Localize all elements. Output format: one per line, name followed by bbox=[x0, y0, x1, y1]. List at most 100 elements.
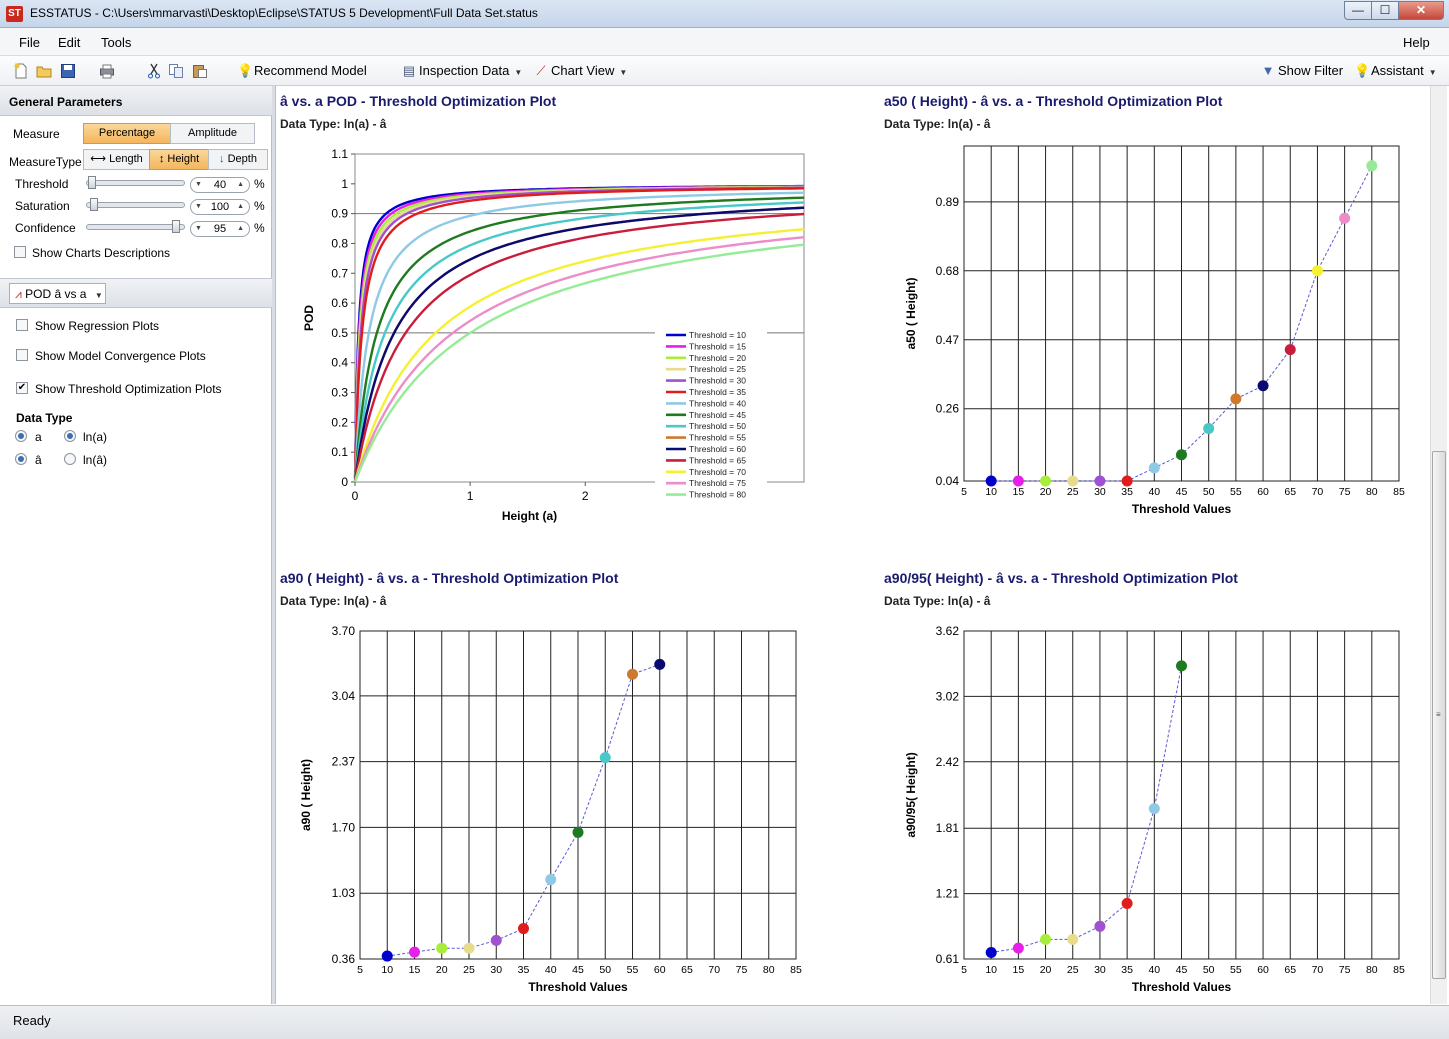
measure-option-percentage[interactable]: Percentage bbox=[83, 123, 171, 144]
chart-title: a90 ( Height) - â vs. a - Threshold Opti… bbox=[280, 570, 619, 586]
x-tick-label: 70 bbox=[1312, 964, 1324, 976]
panel-splitter[interactable] bbox=[272, 86, 276, 1004]
x-tick-label: 80 bbox=[1366, 486, 1378, 498]
recommend-model-button[interactable]: 💡Recommend Model bbox=[237, 63, 367, 79]
radio-ln-ahat-label: ln(â) bbox=[83, 453, 108, 467]
measure-type-option-label: Height bbox=[167, 153, 200, 165]
vertical-scrollbar[interactable]: ≡ bbox=[1430, 86, 1447, 1004]
y-tick-label: 0.1 bbox=[331, 445, 348, 459]
lightbulb-icon: 💡 bbox=[237, 63, 254, 78]
y-tick-label: 1.70 bbox=[332, 820, 356, 834]
lightbulb-icon: 💡 bbox=[1354, 63, 1371, 78]
confidence-value: 95 bbox=[213, 223, 227, 235]
chart-view-button[interactable]: ⟋ Chart View ▼ bbox=[534, 63, 627, 79]
copy-icon[interactable] bbox=[168, 63, 184, 79]
minimize-button[interactable]: — bbox=[1344, 1, 1372, 20]
legend-label: Threshold = 35 bbox=[689, 387, 746, 397]
data-point bbox=[1311, 265, 1323, 277]
show-descriptions-checkbox[interactable] bbox=[14, 246, 26, 258]
radio-y-ln-a[interactable] bbox=[64, 430, 76, 442]
save-icon[interactable] bbox=[60, 63, 76, 79]
pod-chart-dropdown[interactable]: ⩘ POD â vs a ▼ bbox=[9, 283, 106, 304]
y-tick-label: 1 bbox=[341, 177, 348, 191]
slider-thumb[interactable] bbox=[172, 220, 181, 233]
panel-header: General Parameters bbox=[0, 86, 272, 116]
slider-thumb[interactable] bbox=[90, 198, 99, 211]
measure-type-option-label: Depth bbox=[227, 153, 257, 165]
spin-up-icon[interactable]: ▲ bbox=[237, 203, 244, 210]
new-file-icon[interactable] bbox=[13, 63, 29, 79]
chart-title: a50 ( Height) - â vs. a - Threshold Opti… bbox=[884, 93, 1223, 109]
saturation-value: 100 bbox=[210, 201, 230, 213]
data-point bbox=[1040, 933, 1052, 945]
cut-icon[interactable] bbox=[146, 63, 162, 79]
pod-dropdown-value: POD â vs a bbox=[25, 287, 87, 301]
y-tick-label: 0.89 bbox=[936, 195, 960, 209]
recommend-model-label: Recommend Model bbox=[254, 63, 367, 78]
threshold-slider[interactable] bbox=[86, 176, 185, 189]
confidence-spinner[interactable]: ▼ 95 ▲ bbox=[190, 221, 250, 237]
close-button[interactable]: ✕ bbox=[1398, 1, 1444, 20]
pod-curve bbox=[353, 196, 805, 482]
saturation-label: Saturation bbox=[15, 199, 70, 213]
maximize-button[interactable]: ☐ bbox=[1371, 1, 1399, 20]
measure-type-height[interactable]: ↕ Height bbox=[149, 149, 209, 170]
measure-option-amplitude[interactable]: Amplitude bbox=[170, 123, 255, 144]
x-tick-label: 85 bbox=[790, 964, 802, 976]
radio-x-ahat[interactable] bbox=[15, 453, 27, 465]
spin-up-icon[interactable]: ▲ bbox=[237, 225, 244, 232]
legend-label: Threshold = 60 bbox=[689, 444, 746, 454]
x-tick-label: 5 bbox=[357, 964, 363, 976]
spin-down-icon[interactable]: ▼ bbox=[195, 225, 202, 232]
data-point bbox=[1203, 422, 1215, 434]
y-tick-label: 3.62 bbox=[936, 624, 960, 638]
legend-label: Threshold = 50 bbox=[689, 421, 746, 431]
spin-down-icon[interactable]: ▼ bbox=[195, 181, 202, 188]
assistant-button[interactable]: 💡Assistant ▼ bbox=[1354, 63, 1437, 79]
radio-y-ln-ahat[interactable] bbox=[64, 453, 76, 465]
x-tick-label: 25 bbox=[1067, 964, 1079, 976]
x-tick-label: 80 bbox=[763, 964, 775, 976]
menu-bar: File Edit Tools Help bbox=[0, 28, 1449, 56]
pod-curve bbox=[353, 187, 805, 480]
menu-file[interactable]: File bbox=[19, 35, 40, 50]
chevron-down-icon: ▼ bbox=[1428, 68, 1437, 77]
assistant-label: Assistant bbox=[1371, 63, 1424, 78]
inspection-data-button[interactable]: ▤ Inspection Data ▼ bbox=[402, 63, 522, 79]
print-icon[interactable] bbox=[99, 63, 115, 79]
y-axis-label: a90 ( Height) bbox=[299, 759, 313, 831]
vertical-arrows-icon: ↕ bbox=[158, 153, 165, 165]
app-icon: ST bbox=[6, 6, 23, 22]
saturation-slider[interactable] bbox=[86, 198, 185, 211]
scrollbar-thumb[interactable]: ≡ bbox=[1432, 451, 1446, 979]
y-tick-label: 2.37 bbox=[332, 755, 356, 769]
chart-title: â vs. a POD - Threshold Optimization Plo… bbox=[280, 93, 557, 109]
measure-type-length[interactable]: ⟷ Length bbox=[83, 149, 150, 170]
down-arrow-icon: ↓ bbox=[219, 153, 225, 165]
x-axis-label: Threshold Values bbox=[1132, 502, 1232, 516]
x-tick-label: 40 bbox=[545, 964, 557, 976]
paste-icon[interactable] bbox=[192, 63, 208, 79]
spin-up-icon[interactable]: ▲ bbox=[237, 181, 244, 188]
measure-type-depth[interactable]: ↓ Depth bbox=[208, 149, 268, 170]
menu-tools[interactable]: Tools bbox=[101, 35, 132, 50]
menu-edit[interactable]: Edit bbox=[58, 35, 81, 50]
y-axis-label: POD bbox=[302, 305, 316, 331]
y-tick-label: 0.6 bbox=[331, 296, 348, 310]
spin-down-icon[interactable]: ▼ bbox=[195, 203, 202, 210]
show-regression-checkbox[interactable] bbox=[16, 319, 28, 331]
threshold-spinner[interactable]: ▼ 40 ▲ bbox=[190, 177, 250, 193]
show-threshold-checkbox[interactable]: ✔ bbox=[16, 382, 28, 394]
y-tick-label: 0.61 bbox=[936, 952, 960, 966]
open-folder-icon[interactable] bbox=[36, 63, 52, 79]
show-filter-button[interactable]: ▼ Show Filter bbox=[1261, 63, 1343, 78]
x-tick-label: 75 bbox=[1339, 964, 1351, 976]
x-tick-label: 50 bbox=[599, 964, 611, 976]
show-convergence-checkbox[interactable] bbox=[16, 349, 28, 361]
slider-thumb[interactable] bbox=[87, 176, 96, 189]
radio-x-a[interactable] bbox=[15, 430, 27, 442]
saturation-spinner[interactable]: ▼ 100 ▲ bbox=[190, 199, 250, 215]
menu-help[interactable]: Help bbox=[1403, 35, 1430, 50]
confidence-slider[interactable] bbox=[86, 220, 185, 233]
x-axis-label: Height (a) bbox=[502, 509, 557, 523]
